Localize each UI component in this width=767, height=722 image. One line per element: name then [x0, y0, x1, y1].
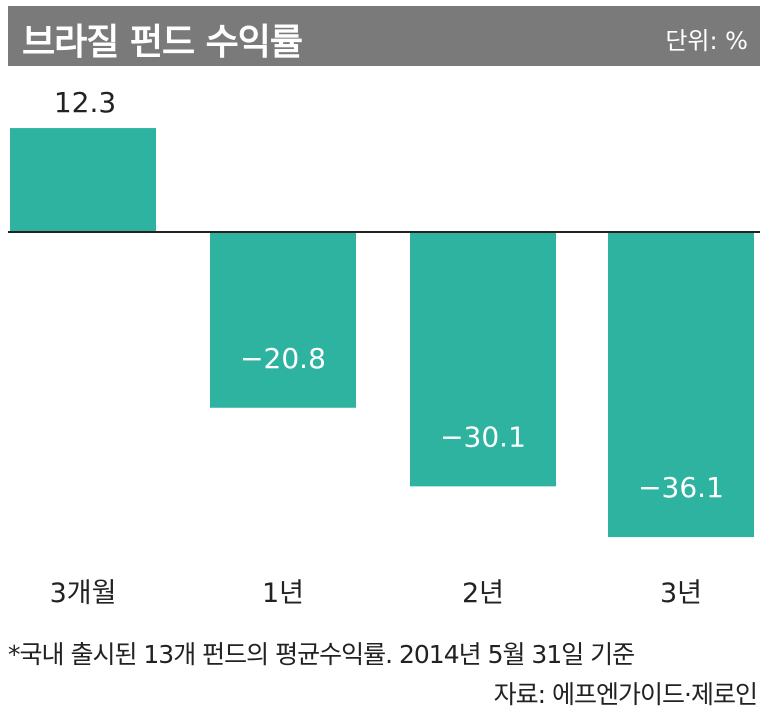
- value-label-3: −30.1: [440, 420, 526, 453]
- chart-title: 브라질 펀드 수익률: [22, 22, 303, 63]
- value-label-4: −36.1: [638, 471, 724, 504]
- value-label-1: 12.3: [54, 86, 116, 119]
- bar-2: [210, 232, 356, 408]
- unit-label: 단위: %: [665, 27, 748, 55]
- category-label-4: 3년: [660, 578, 702, 609]
- bar-1: [10, 128, 156, 232]
- bar-3: [410, 232, 556, 487]
- category-label-1: 3개월: [50, 578, 117, 609]
- footnote: *국내 출시된 13개 펀드의 평균수익률. 2014년 5월 31일 기준: [8, 640, 635, 669]
- value-label-2: −20.8: [240, 342, 326, 375]
- bar-chart: 12.3 3개월 −20.8 1년 −30.1 2년 −36.1 3년: [8, 86, 760, 609]
- category-label-3: 2년: [462, 578, 504, 609]
- bar-4: [608, 232, 754, 538]
- chart-header: 브라질 펀드 수익률 단위: %: [8, 6, 760, 66]
- category-label-2: 1년: [262, 578, 304, 609]
- source-note: 자료: 에프엔가이드·제로인: [493, 680, 758, 709]
